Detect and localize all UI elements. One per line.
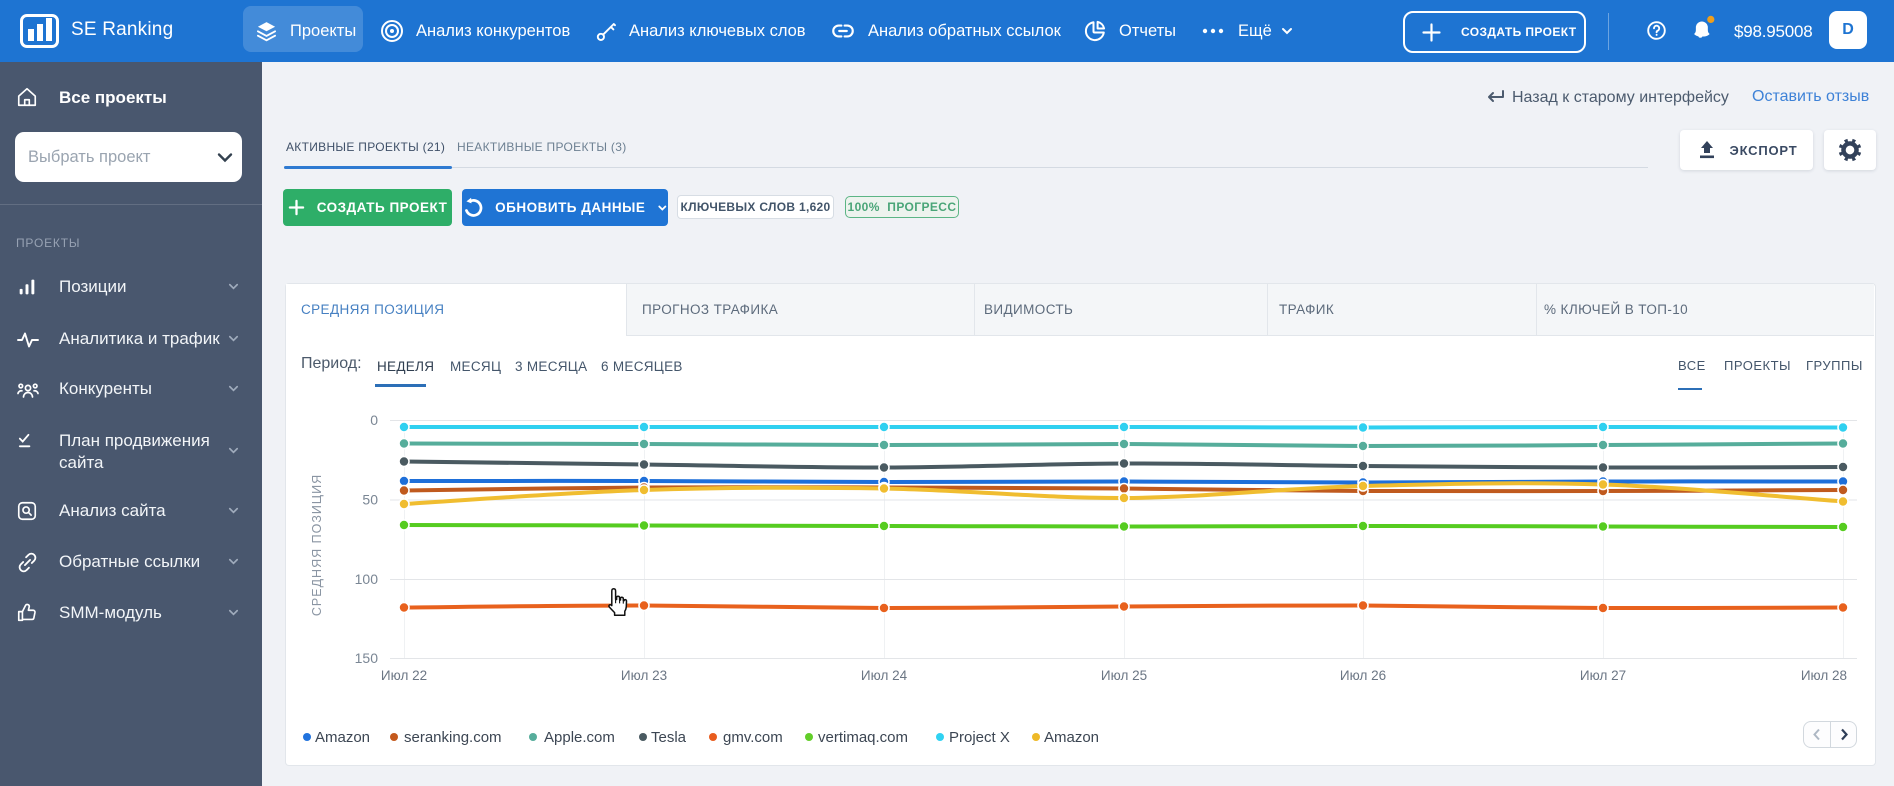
svg-text:Июл 23: Июл 23 — [621, 668, 667, 683]
svg-text:Июл 27: Июл 27 — [1580, 668, 1626, 683]
svg-text:Июл 24: Июл 24 — [861, 668, 908, 683]
svg-text:Июл 25: Июл 25 — [1101, 668, 1147, 683]
svg-text:Июл 26: Июл 26 — [1340, 668, 1386, 683]
svg-text:50: 50 — [362, 492, 378, 508]
svg-text:100: 100 — [355, 571, 379, 587]
svg-text:0: 0 — [370, 412, 378, 428]
svg-text:Июл 22: Июл 22 — [381, 668, 427, 683]
svg-text:СРЕДНЯЯ ПОЗИЦИЯ: СРЕДНЯЯ ПОЗИЦИЯ — [310, 474, 324, 616]
svg-text:Июл 28: Июл 28 — [1801, 668, 1847, 683]
svg-text:150: 150 — [355, 650, 379, 666]
